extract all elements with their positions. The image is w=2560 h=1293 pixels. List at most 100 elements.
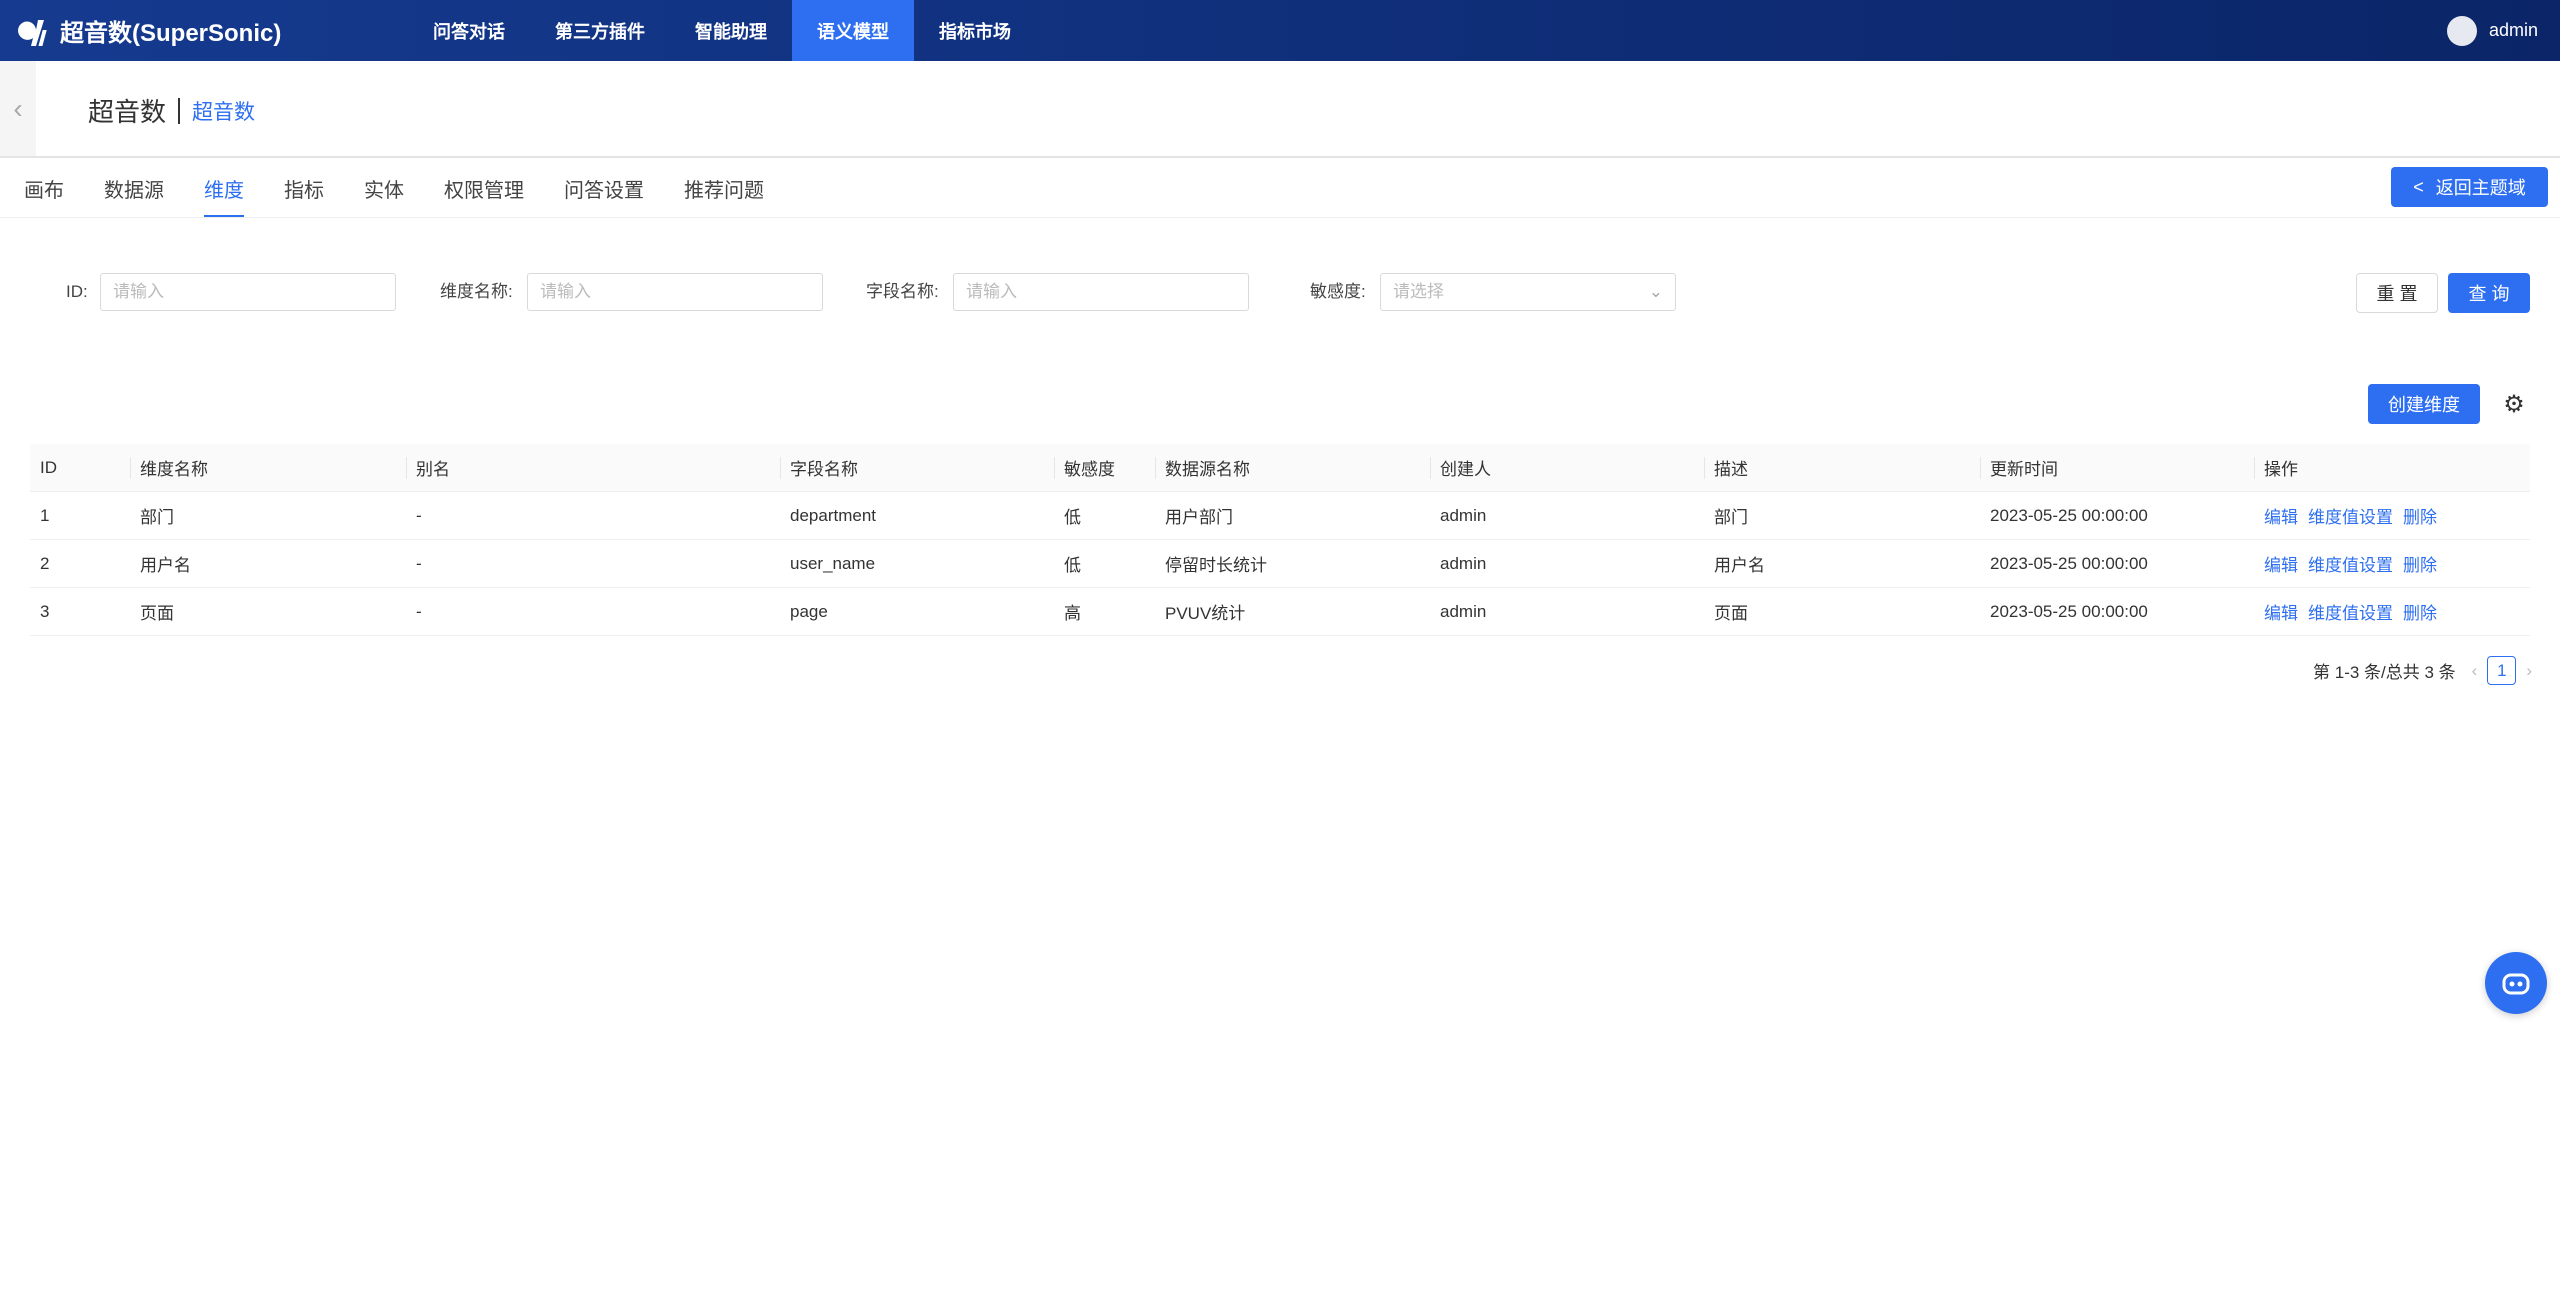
table-cell: 停留时长统计	[1165, 556, 1267, 575]
table-cell: department	[790, 505, 876, 525]
tab-5[interactable]: 权限管理	[444, 179, 524, 202]
table-cell: user_name	[790, 553, 876, 573]
breadcrumb-domain[interactable]: 超音数	[88, 97, 167, 127]
table-cell: 2	[40, 553, 50, 573]
table-cell: 页面	[140, 604, 174, 623]
table-cell: 高	[1064, 604, 1081, 623]
column-header: 创建人	[1430, 444, 1704, 491]
table-cell: PVUV统计	[1165, 604, 1246, 623]
column-header: 操作	[2254, 444, 2529, 491]
table-cell: 用户名	[140, 556, 191, 575]
chevron-left-icon: <	[2413, 176, 2424, 197]
table-cell: 2023-05-25 00:00:00	[1990, 553, 2148, 573]
chevron-left-icon: ‹	[13, 92, 23, 124]
column-header: 描述	[1704, 444, 1980, 491]
id-filter-input[interactable]: 请输入	[100, 273, 396, 311]
chevron-down-icon: ⌄	[1648, 282, 1663, 301]
tab-3[interactable]: 指标	[284, 179, 324, 202]
top-navbar: 超音数(SuperSonic) 问答对话 第三方插件 智能助理 语义模型 指标市场 ad…	[0, 0, 2560, 61]
supersonic-logo-icon	[18, 19, 47, 46]
username: admin	[2488, 20, 2538, 40]
row-actions: 编辑 维度值设置 删除	[2254, 540, 2529, 587]
nav-item-1[interactable]: 第三方插件	[555, 21, 645, 42]
avatar	[2446, 15, 2477, 46]
column-header: 敏感度	[1054, 444, 1155, 491]
gear-icon[interactable]: ⚙	[2503, 390, 2525, 418]
tab-1[interactable]: 数据源	[104, 179, 164, 202]
edit-link[interactable]: 编辑	[2264, 604, 2298, 623]
pagination-summary: 第 1-3 条/总共 3 条	[2313, 663, 2456, 682]
table-cell: -	[416, 553, 422, 573]
table-cell: 部门	[140, 508, 174, 527]
table-cell: 用户部门	[1165, 508, 1233, 527]
divider	[178, 97, 181, 124]
tab-7[interactable]: 推荐问题	[684, 179, 764, 202]
table-cell: 2023-05-25 00:00:00	[1990, 601, 2148, 621]
delete-link[interactable]: 删除	[2403, 508, 2437, 527]
nav-item-2[interactable]: 智能助理	[695, 21, 767, 42]
robot-icon	[2502, 973, 2530, 995]
edit-link[interactable]: 编辑	[2264, 508, 2298, 527]
column-header: ID	[40, 457, 57, 477]
user-menu[interactable]: admin	[2446, 0, 2538, 61]
divider	[0, 156, 2560, 158]
dimension-value-settings-link[interactable]: 维度值设置	[2308, 556, 2393, 575]
breadcrumb: 超音数 超音数	[88, 92, 255, 129]
field-filter-input[interactable]: 请输入	[953, 273, 1249, 311]
collapse-sidebar-button[interactable]: ‹	[0, 61, 36, 156]
assistant-chat-button[interactable]	[2485, 952, 2547, 1014]
table-row: 2 用户名 - user_name 低 停留时长统计 admin 用户名 2023-05-25 …	[30, 540, 2530, 588]
sensitivity-filter-label: 敏感度:	[1310, 282, 1366, 301]
table-cell: page	[790, 601, 828, 621]
column-header: 更新时间	[1980, 444, 2254, 491]
nav-item-3[interactable]: 语义模型	[792, 0, 914, 61]
divider	[0, 217, 2560, 218]
create-dimension-button[interactable]: 创建维度	[2368, 384, 2480, 424]
next-page-icon[interactable]: ›	[2526, 660, 2532, 680]
delete-link[interactable]: 删除	[2403, 604, 2437, 623]
model-tabs: 画布 数据源 维度 指标 实体 权限管理 问答设置 推荐问题	[24, 158, 804, 218]
table-cell: admin	[1440, 553, 1487, 573]
table-cell: 低	[1064, 556, 1081, 575]
tab-6[interactable]: 问答设置	[564, 179, 644, 202]
tab-0[interactable]: 画布	[24, 179, 64, 202]
row-actions: 编辑 维度值设置 删除	[2254, 492, 2529, 539]
table-cell: -	[416, 601, 422, 621]
dimension-value-settings-link[interactable]: 维度值设置	[2308, 508, 2393, 527]
table-cell: admin	[1440, 601, 1487, 621]
table-cell: 部门	[1714, 508, 1748, 527]
nav-item-0[interactable]: 问答对话	[433, 21, 505, 42]
column-header: 字段名称	[780, 444, 1054, 491]
sensitivity-select[interactable]: 请选择 ⌄	[1380, 273, 1676, 311]
row-actions: 编辑 维度值设置 删除	[2254, 588, 2529, 635]
table-cell: 1	[40, 505, 50, 525]
app-title: 超音数(SuperSonic)	[60, 20, 282, 47]
table-cell: 页面	[1714, 604, 1748, 623]
name-filter-input[interactable]: 请输入	[527, 273, 823, 311]
column-header: 别名	[406, 444, 780, 491]
edit-link[interactable]: 编辑	[2264, 556, 2298, 575]
table-header: ID 维度名称 别名 字段名称 敏感度 数据源名称 创建人 描述 更新时间 操作	[30, 444, 2530, 492]
id-filter-label: ID:	[66, 282, 88, 301]
nav-item-4[interactable]: 指标市场	[939, 21, 1011, 42]
dimension-value-settings-link[interactable]: 维度值设置	[2308, 604, 2393, 623]
delete-link[interactable]: 删除	[2403, 556, 2437, 575]
prev-page-icon[interactable]: ‹	[2471, 660, 2478, 680]
reset-button[interactable]: 重 置	[2356, 273, 2438, 313]
dimension-table: ID 维度名称 别名 字段名称 敏感度 数据源名称 创建人 描述 更新时间 操作 1 部门 - depar…	[30, 444, 2530, 636]
table-cell: -	[416, 505, 422, 525]
column-header: 数据源名称	[1155, 444, 1430, 491]
tab-4[interactable]: 实体	[364, 179, 404, 202]
app-logo[interactable]: 超音数(SuperSonic)	[18, 13, 408, 48]
page-1[interactable]: 1	[2487, 656, 2517, 685]
table-cell: 用户名	[1714, 556, 1765, 575]
back-to-domain-button[interactable]: < 返回主题域	[2391, 167, 2548, 207]
table-cell: 3	[40, 601, 50, 621]
table-row: 3 页面 - page 高 PVUV统计 admin 页面 2023-05-25 00:00:0…	[30, 588, 2530, 636]
breadcrumb-model[interactable]: 超音数	[192, 100, 256, 124]
name-filter-label: 维度名称:	[440, 282, 513, 301]
table-row: 1 部门 - department 低 用户部门 admin 部门 2023-05-25 00:…	[30, 492, 2530, 540]
query-button[interactable]: 查 询	[2448, 273, 2530, 313]
tab-2[interactable]: 维度	[204, 158, 244, 218]
column-header: 维度名称	[130, 444, 406, 491]
